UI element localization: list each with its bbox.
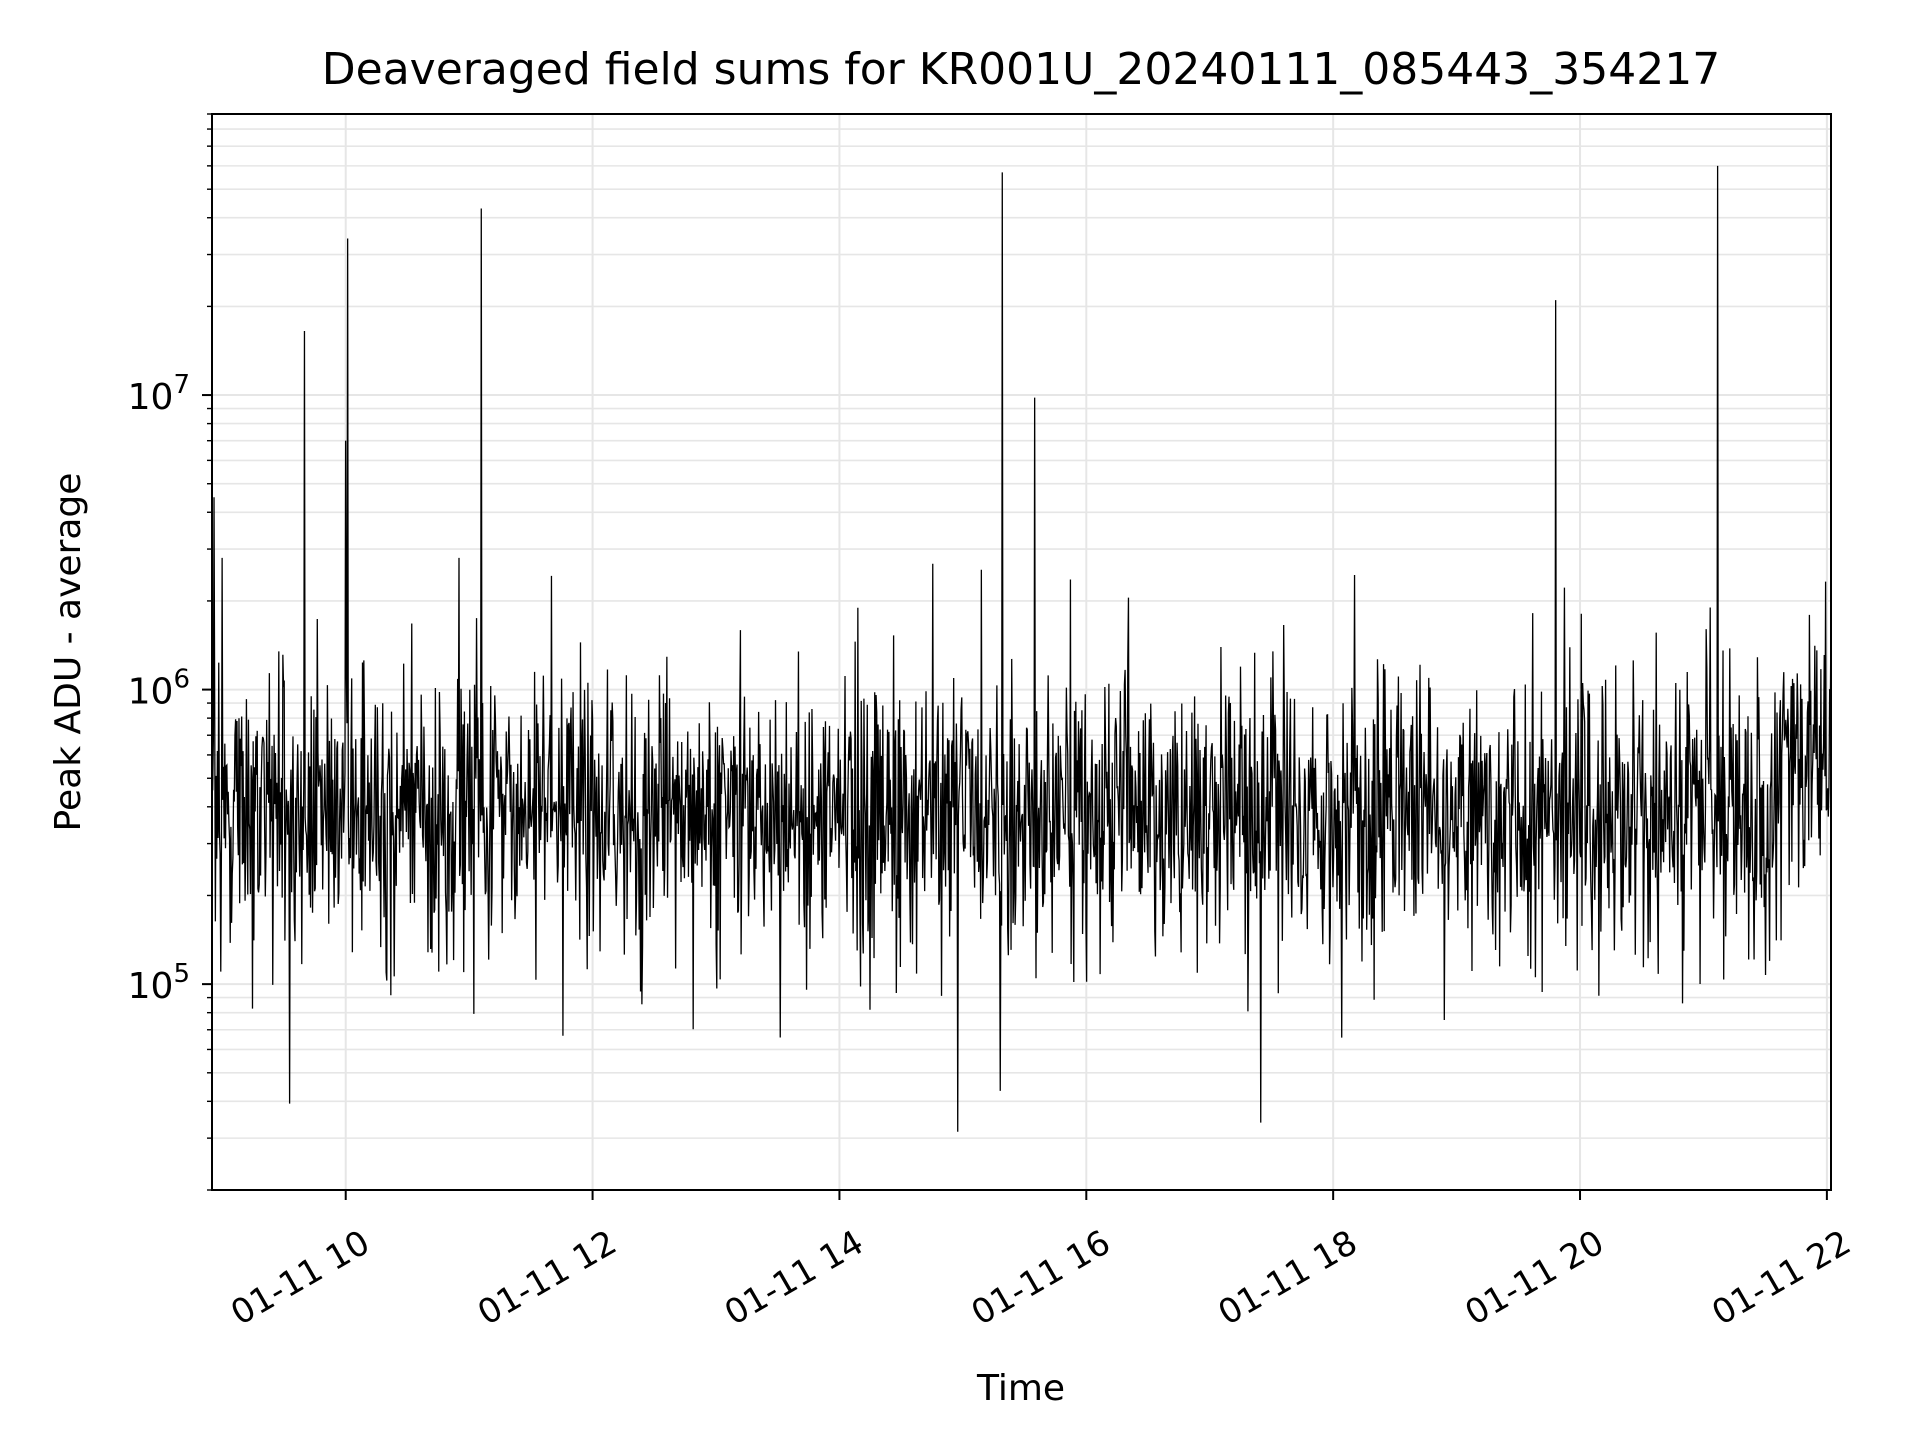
chart-title: Deaveraged field sums for KR001U_2024011…	[322, 44, 1720, 95]
y-tick-label: 106	[128, 665, 190, 713]
y-tick-label-base: 10	[128, 966, 174, 1007]
y-tick-label-exponent: 5	[173, 959, 190, 989]
y-tick-label: 105	[128, 959, 190, 1007]
y-tick-label-exponent: 7	[173, 370, 190, 400]
series-group	[211, 165, 1832, 1132]
x-axis-label: Time	[976, 1368, 1065, 1409]
y-tick-label-base: 10	[128, 377, 174, 418]
y-axis-label: Peak ADU - average	[48, 473, 89, 832]
y-tick-label: 107	[128, 370, 190, 418]
y-tick-label-exponent: 6	[173, 665, 190, 695]
series-line	[211, 165, 1832, 1132]
y-tick-label-base: 10	[128, 672, 174, 713]
plot-frame	[211, 113, 1832, 1191]
